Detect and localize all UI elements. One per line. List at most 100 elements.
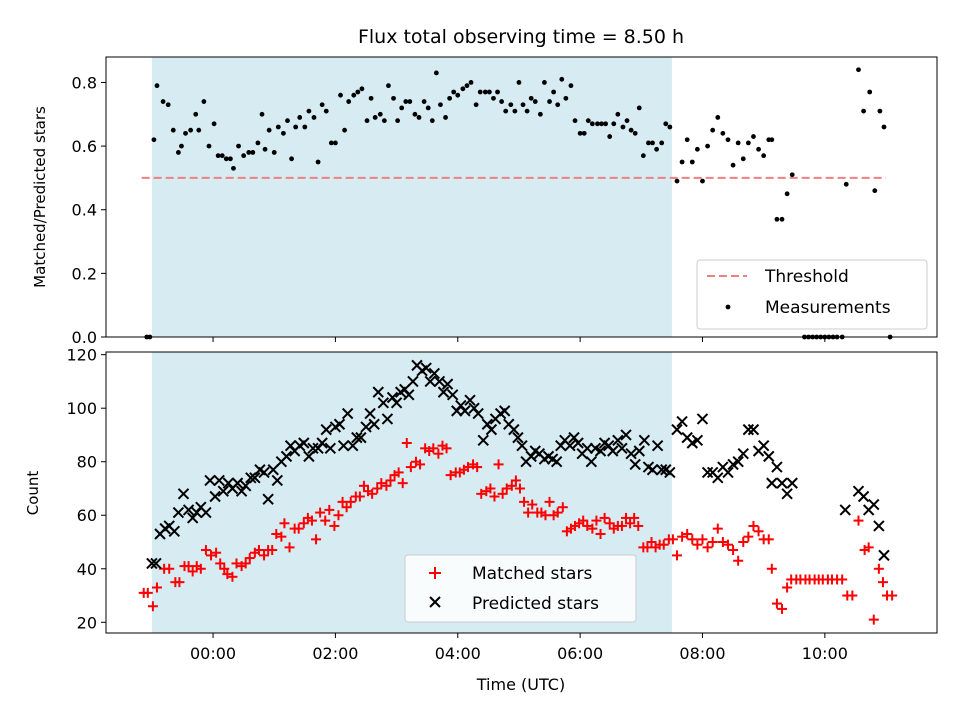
measurement-point: [694, 146, 700, 152]
y-tick-label: 60: [77, 506, 97, 525]
measurement-point: [872, 188, 878, 194]
predicted-star-point: [428, 367, 441, 380]
predicted-star-point: [258, 466, 270, 479]
matched-star-point: [276, 531, 287, 542]
measurement-point: [867, 89, 873, 95]
top-legend-box: [696, 259, 928, 330]
predicted-star-point: [607, 445, 619, 457]
matched-star-point: [682, 528, 693, 539]
measurement-point: [499, 99, 505, 104]
predicted-star-point: [446, 389, 459, 401]
measurement-point: [293, 124, 299, 130]
predicted-star-point: [763, 450, 775, 463]
matched-star-point: [441, 443, 452, 454]
matched-star-point: [433, 448, 444, 459]
matched-star-point: [472, 462, 483, 473]
measurement-point: [429, 118, 435, 124]
measurement-point: [551, 89, 557, 95]
measurement-point: [227, 156, 233, 162]
matched-star-point: [311, 534, 322, 545]
predicted-star-point: [377, 397, 390, 409]
matched-star-point: [591, 515, 602, 526]
predicted-star-point: [786, 477, 798, 489]
predicted-star-point: [150, 557, 162, 570]
matched-star-point: [712, 523, 723, 534]
y-tick-label: 20: [77, 613, 97, 632]
x-tick-label: 02:00: [312, 644, 358, 663]
measurement-point: [473, 102, 479, 108]
predicted-star-point: [742, 423, 755, 436]
measurement-point: [285, 118, 290, 124]
predicted-star-point: [146, 557, 158, 570]
predicted-star-point: [701, 466, 714, 479]
matched-star-point: [510, 475, 521, 486]
measurement-point: [528, 95, 534, 101]
measurement-point: [667, 124, 673, 130]
matched-star-point: [489, 491, 500, 502]
y-tick-label: 120: [66, 346, 97, 365]
measurement-point: [508, 102, 514, 108]
predicted-star-point: [722, 466, 734, 479]
predicted-star-point: [360, 421, 372, 433]
matched-star-point: [376, 478, 387, 489]
measurement-point: [425, 105, 431, 111]
measurement-point: [421, 99, 427, 104]
predicted-star-point: [781, 488, 793, 500]
y-tick-label: 0.6: [72, 137, 97, 156]
matched-star-point: [333, 510, 344, 521]
measurement-point: [537, 111, 543, 117]
predicted-star-point: [341, 407, 354, 420]
matched-star-point: [501, 483, 512, 494]
measurement-point: [659, 140, 665, 146]
measurement-point: [599, 121, 604, 127]
predicted-star-point: [550, 456, 563, 468]
predicted-star-point: [307, 442, 319, 455]
matched-star-point: [174, 577, 185, 588]
measurement-point: [399, 105, 405, 111]
predicted-star-point: [213, 474, 225, 487]
predicted-star-point: [766, 477, 778, 489]
measurement-point: [319, 102, 325, 108]
measurement-point: [486, 89, 492, 95]
matched-star-point: [629, 512, 640, 523]
matched-star-point: [868, 614, 879, 625]
matched-star-point: [578, 515, 589, 526]
bottom-legend: Matched stars Predicted stars: [404, 554, 637, 623]
matched-star-point: [187, 566, 198, 577]
predicted-star-point: [712, 472, 724, 484]
predicted-star-point: [249, 472, 261, 484]
predicted-star-point: [651, 439, 664, 452]
matched-star-point: [519, 496, 530, 507]
predicted-star-point: [664, 466, 676, 479]
measurement-point: [464, 83, 470, 89]
measurement-point: [482, 89, 488, 95]
predicted-star-point: [737, 447, 749, 460]
measurement-point: [364, 118, 370, 124]
measurement-point: [572, 118, 578, 124]
measurement-point: [705, 143, 710, 149]
measurement-point: [289, 156, 294, 162]
measurement-point: [520, 102, 526, 108]
measurement-point: [881, 124, 887, 130]
predicted-star-point: [633, 445, 645, 457]
matched-star-point: [354, 491, 365, 502]
predicted-star-point: [239, 480, 252, 492]
predicted-star-point: [351, 431, 363, 444]
measurement-point: [620, 124, 626, 130]
predicted-star-point: [485, 423, 498, 436]
top-y-axis-label: Matched/Predicted stars: [31, 106, 49, 288]
matched-star-point: [722, 539, 733, 550]
matched-star-point: [493, 459, 504, 470]
measurement-point: [262, 146, 268, 152]
measurement-point: [516, 80, 522, 85]
matched-star-point: [837, 574, 848, 585]
x-tick-label: 00:00: [190, 644, 236, 663]
measurement-point: [175, 150, 181, 155]
measurement-point: [231, 165, 236, 171]
matched-star-point: [385, 475, 396, 486]
measurement-point: [460, 86, 466, 92]
measurement-point: [710, 127, 716, 133]
measurement-point: [359, 86, 365, 92]
matched-star-point: [293, 523, 304, 534]
legend-matched-label: Matched stars: [472, 564, 592, 584]
